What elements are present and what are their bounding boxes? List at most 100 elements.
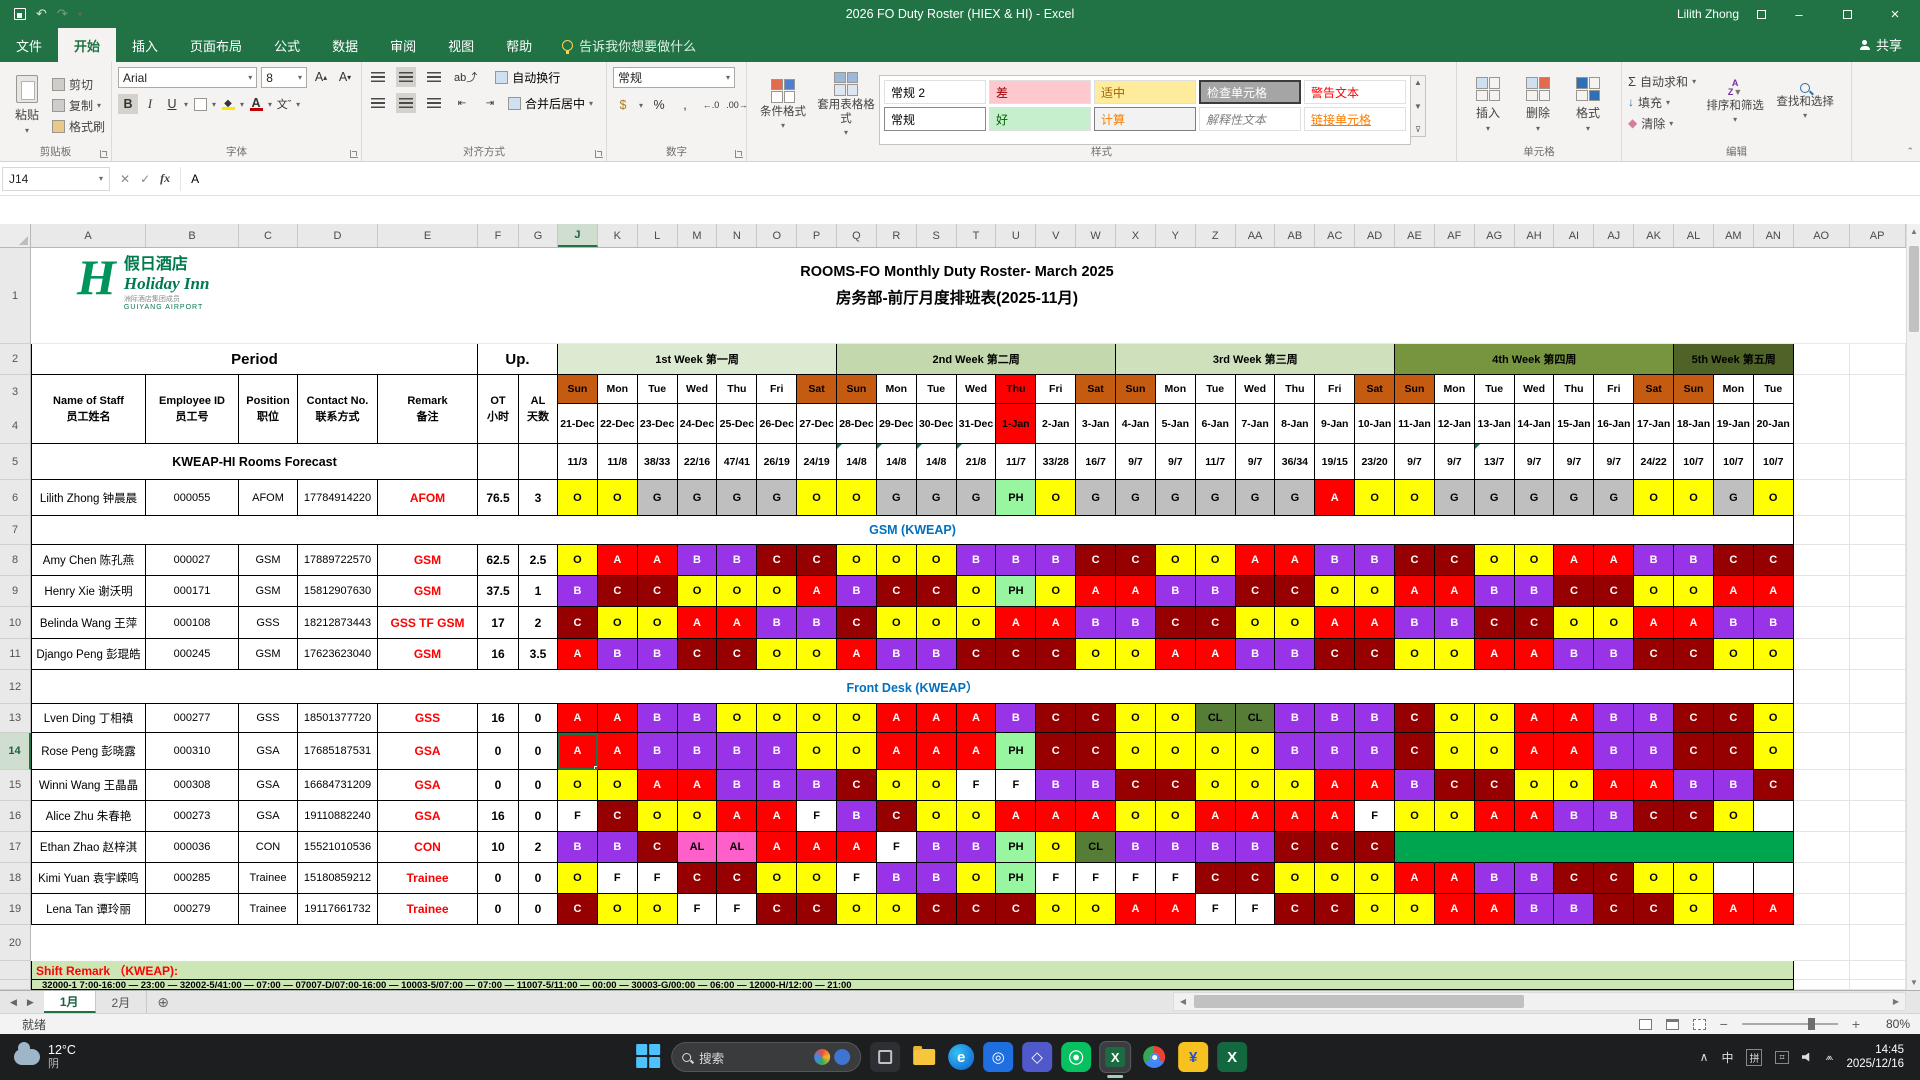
- shift-cell[interactable]: C: [837, 770, 877, 801]
- shift-cell[interactable]: B: [876, 639, 917, 670]
- forecast-cell[interactable]: 24/19: [797, 444, 838, 480]
- ribbon-tab-公式[interactable]: 公式: [274, 39, 301, 54]
- empty-cell[interactable]: [1793, 444, 1850, 480]
- column-header-T[interactable]: T: [957, 224, 997, 247]
- shift-cell[interactable]: O: [558, 770, 598, 801]
- shift-cell[interactable]: G: [1155, 480, 1196, 516]
- fill-color-button[interactable]: ◆: [218, 94, 238, 114]
- shift-cell[interactable]: B: [916, 863, 957, 894]
- shift-cell[interactable]: A: [1514, 733, 1555, 770]
- forecast-cell[interactable]: 21/8: [956, 444, 997, 480]
- shift-cell[interactable]: B: [1395, 607, 1435, 639]
- shift-cell[interactable]: A: [1116, 576, 1156, 607]
- ribbon-tab-页面布局[interactable]: 页面布局: [190, 39, 243, 54]
- shift-cell[interactable]: F: [1235, 894, 1276, 925]
- shift-cell[interactable]: O: [1275, 863, 1316, 894]
- shift-cell[interactable]: A: [1155, 639, 1196, 670]
- empty-cell[interactable]: [1793, 863, 1850, 894]
- shift-cell[interactable]: B: [1634, 704, 1675, 733]
- shift-cell[interactable]: B: [558, 576, 598, 607]
- column-header-N[interactable]: N: [717, 224, 758, 247]
- shift-cell[interactable]: O: [717, 576, 758, 607]
- shift-cell[interactable]: F: [956, 770, 997, 801]
- shift-cell[interactable]: B: [1434, 607, 1475, 639]
- taskbar-search[interactable]: 搜索: [671, 1042, 862, 1072]
- shift-cell[interactable]: B: [1195, 832, 1236, 863]
- staff-contact-cell[interactable]: 19110882240: [298, 801, 378, 832]
- network-icon[interactable]: ⩕: [1825, 1051, 1834, 1063]
- staff-position-cell[interactable]: AFOM: [239, 480, 298, 516]
- staff-name-cell[interactable]: Belinda Wang 王萍: [31, 607, 146, 639]
- day-name-cell[interactable]: Fri: [1594, 375, 1635, 404]
- staff-remark-cell[interactable]: GSA: [378, 733, 478, 770]
- shift-cell[interactable]: B: [1554, 639, 1595, 670]
- forecast-cell[interactable]: 16/7: [1076, 444, 1117, 480]
- staff-ot-cell[interactable]: 0: [478, 733, 519, 770]
- shift-cell[interactable]: O: [1753, 704, 1794, 733]
- shift-cell[interactable]: B: [1674, 545, 1714, 576]
- day-name-cell[interactable]: Mon: [876, 375, 917, 404]
- shift-cell[interactable]: B: [1355, 545, 1396, 576]
- align-bottom-icon[interactable]: [424, 67, 444, 87]
- forecast-cell[interactable]: 10/7: [1753, 444, 1794, 480]
- start-button[interactable]: [636, 1044, 662, 1070]
- staff-ot-cell[interactable]: 62.5: [478, 545, 519, 576]
- shift-cell[interactable]: A: [916, 704, 957, 733]
- shift-cell[interactable]: B: [956, 545, 997, 576]
- column-header-AN[interactable]: AN: [1754, 224, 1794, 247]
- shift-cell[interactable]: F: [637, 863, 678, 894]
- fill-button[interactable]: ↓ 填充 ▾: [1628, 95, 1671, 110]
- shift-cell[interactable]: C: [1235, 863, 1276, 894]
- shift-cell[interactable]: [1753, 863, 1794, 894]
- forecast-cell[interactable]: 13/7: [1474, 444, 1515, 480]
- column-header-AM[interactable]: AM: [1714, 224, 1754, 247]
- staff-id-cell[interactable]: 000108: [146, 607, 239, 639]
- shift-cell[interactable]: C: [1634, 894, 1675, 925]
- staff-ot-cell[interactable]: 17: [478, 607, 519, 639]
- shift-cell[interactable]: A: [597, 545, 638, 576]
- staff-al-cell[interactable]: 0: [519, 863, 558, 894]
- shift-cell[interactable]: A: [1395, 863, 1435, 894]
- empty-cell[interactable]: [1849, 607, 1906, 639]
- shift-cell[interactable]: A: [558, 639, 598, 670]
- forecast-cell[interactable]: 11/7: [1195, 444, 1236, 480]
- shift-cell[interactable]: O: [1395, 639, 1435, 670]
- shift-cell[interactable]: C: [1554, 863, 1595, 894]
- borders-button[interactable]: [190, 94, 210, 114]
- vertical-scrollbar[interactable]: ▲ ▼: [1906, 224, 1920, 990]
- row-header-18[interactable]: 18: [0, 863, 31, 894]
- day-name-cell[interactable]: Wed: [1235, 375, 1276, 404]
- orientation-button[interactable]: ab⤴: [454, 72, 478, 84]
- percent-style-icon[interactable]: %: [653, 98, 665, 112]
- shift-cell[interactable]: A: [1594, 545, 1635, 576]
- shift-cell[interactable]: O: [1155, 733, 1196, 770]
- selection-handle[interactable]: [593, 766, 597, 769]
- column-header-P[interactable]: P: [797, 224, 838, 247]
- shift-cell[interactable]: A: [1434, 863, 1475, 894]
- column-header-AK[interactable]: AK: [1634, 224, 1675, 247]
- save-icon[interactable]: [14, 8, 26, 20]
- wrap-text-button[interactable]: 自动换行: [495, 69, 560, 86]
- shift-cell[interactable]: C: [637, 832, 678, 863]
- font-color-button[interactable]: A: [249, 96, 263, 111]
- horizontal-scroll-thumb[interactable]: [1194, 995, 1524, 1008]
- volume-icon[interactable]: [1801, 1052, 1810, 1062]
- shift-cell[interactable]: [1753, 801, 1794, 832]
- forecast-cell[interactable]: 36/34: [1275, 444, 1316, 480]
- day-name-cell[interactable]: Tue: [1474, 375, 1515, 404]
- gallery-scroll[interactable]: ▲ ▼ ⊽: [1411, 75, 1426, 137]
- shift-cell[interactable]: B: [876, 863, 917, 894]
- shift-cell[interactable]: A: [1554, 733, 1595, 770]
- shift-cell[interactable]: [1514, 832, 1555, 863]
- shift-cell[interactable]: A: [637, 770, 678, 801]
- shift-cell[interactable]: C: [1753, 770, 1794, 801]
- row-header-2[interactable]: 2: [0, 344, 31, 375]
- shift-cell[interactable]: O: [956, 801, 997, 832]
- shift-cell[interactable]: [1474, 832, 1515, 863]
- underline-button[interactable]: U: [167, 97, 177, 111]
- shift-cell[interactable]: O: [1116, 733, 1156, 770]
- row-header-5[interactable]: 5: [0, 444, 31, 480]
- column-header-L[interactable]: L: [638, 224, 678, 247]
- day-name-cell[interactable]: Wed: [1514, 375, 1555, 404]
- shift-cell[interactable]: B: [1315, 704, 1356, 733]
